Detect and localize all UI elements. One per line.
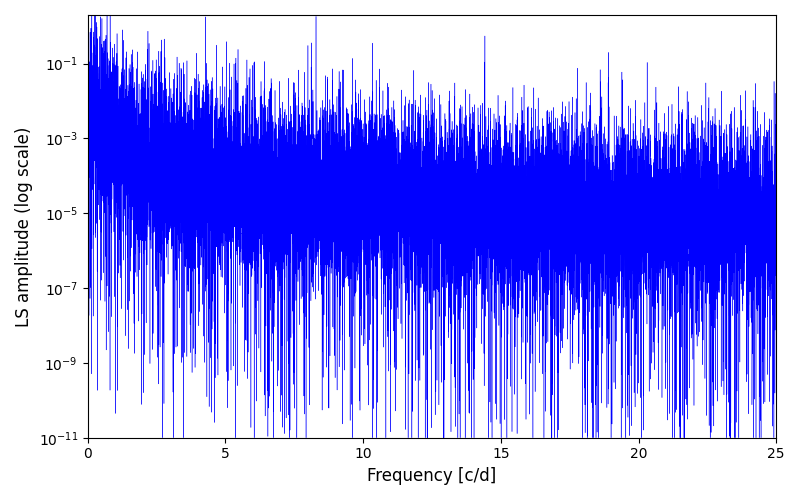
X-axis label: Frequency [c/d]: Frequency [c/d]: [367, 467, 497, 485]
Y-axis label: LS amplitude (log scale): LS amplitude (log scale): [15, 126, 33, 326]
